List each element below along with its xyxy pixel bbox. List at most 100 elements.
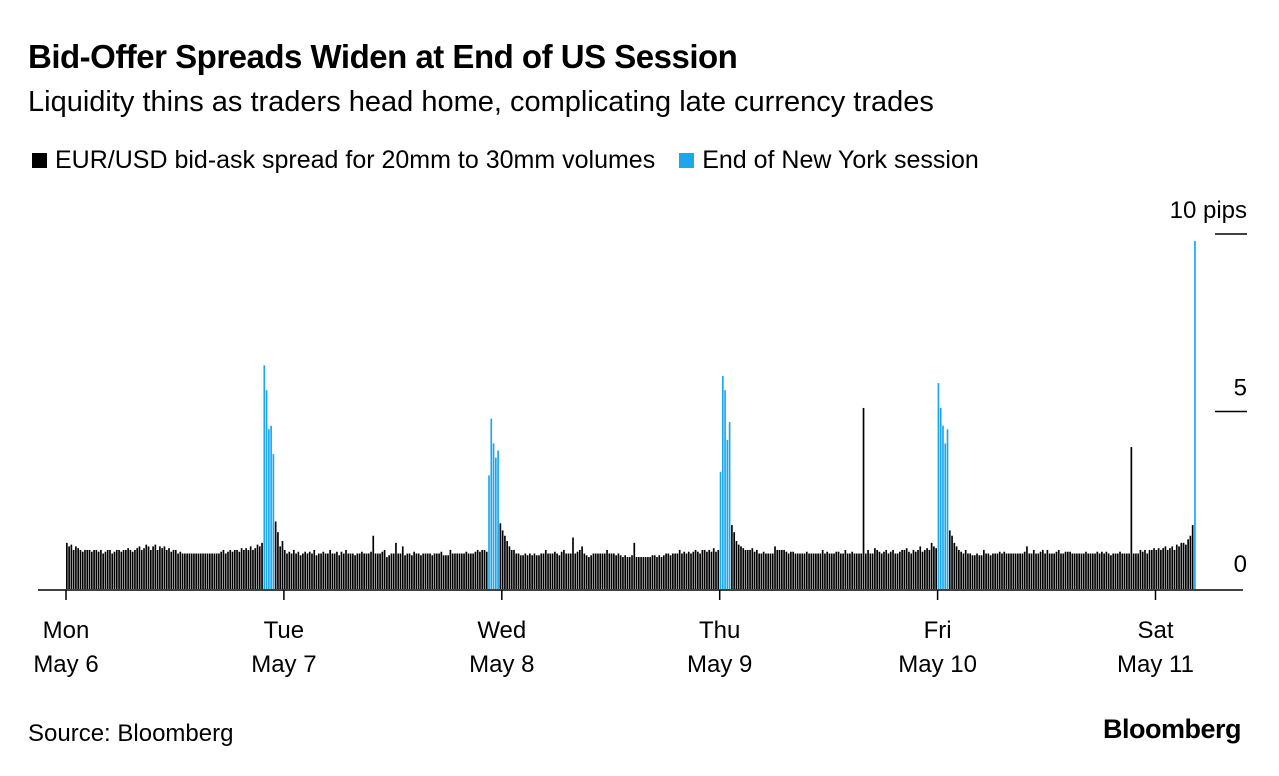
spread-bar xyxy=(363,553,366,589)
spread-bar xyxy=(229,549,232,589)
spread-bar xyxy=(1107,553,1110,589)
spread-bar xyxy=(1007,553,1010,589)
spread-bar xyxy=(460,553,463,589)
spread-bar xyxy=(785,551,788,589)
spread-bar xyxy=(708,549,711,589)
spread-bar xyxy=(603,553,606,589)
spread-bar xyxy=(1121,553,1124,589)
spread-bar xyxy=(204,553,207,589)
spread-bar xyxy=(1003,551,1006,589)
spread-bar xyxy=(1064,551,1067,589)
spread-bar xyxy=(840,553,842,589)
spread-bar xyxy=(1098,553,1101,589)
ny-session-bar xyxy=(946,429,949,589)
spread-bar xyxy=(1089,553,1092,589)
spread-bar xyxy=(626,557,629,589)
spread-bar xyxy=(445,555,447,589)
spread-bar xyxy=(1066,551,1069,589)
spread-bar xyxy=(576,551,579,589)
spread-bar xyxy=(1076,553,1078,589)
ny-session-bar xyxy=(721,376,724,589)
spread-bar xyxy=(1026,546,1028,589)
spread-bar xyxy=(1141,551,1144,589)
spread-bar xyxy=(794,553,797,589)
spread-bar xyxy=(1130,447,1133,589)
spread-bar xyxy=(669,555,672,589)
spread-bar xyxy=(805,551,808,589)
spread-bar xyxy=(1185,544,1187,590)
spread-bar xyxy=(338,555,341,589)
spread-bar xyxy=(833,553,835,589)
spread-bar xyxy=(624,555,627,589)
spread-bar xyxy=(687,551,690,589)
spread-bar xyxy=(170,551,173,589)
spread-bar xyxy=(122,549,125,589)
spread-bar xyxy=(125,549,127,589)
spread-bar xyxy=(608,553,611,589)
spread-bar xyxy=(842,553,844,589)
spread-bar xyxy=(93,549,95,589)
ny-session-bar xyxy=(944,443,947,589)
spread-bar xyxy=(635,557,638,589)
spread-bar xyxy=(644,557,647,589)
spread-bar xyxy=(1035,553,1037,589)
spread-bar xyxy=(878,551,881,589)
spread-bar xyxy=(535,555,538,589)
spread-bar xyxy=(712,548,715,589)
spread-bar xyxy=(828,553,831,589)
spread-bar xyxy=(765,553,767,589)
spread-bar xyxy=(751,548,754,589)
spread-bar xyxy=(154,544,157,590)
spread-bar xyxy=(292,549,295,589)
x-tick-label-day: Thu xyxy=(699,617,740,644)
spread-bar xyxy=(1023,551,1026,589)
spread-bar xyxy=(281,541,284,590)
spread-bar xyxy=(361,551,363,589)
spread-bar xyxy=(919,546,922,589)
spread-bar xyxy=(1021,553,1024,589)
spread-bar xyxy=(1150,549,1153,589)
spread-bar xyxy=(1046,549,1049,589)
spread-bar xyxy=(1191,525,1194,589)
spread-bar xyxy=(163,546,166,589)
spread-bar xyxy=(483,549,486,589)
spread-bar xyxy=(1096,551,1099,589)
spread-bar xyxy=(261,542,263,589)
spread-bar xyxy=(558,555,561,589)
spread-bar xyxy=(297,551,300,589)
ny-session-bar xyxy=(719,471,722,589)
spread-bar xyxy=(542,553,545,589)
spread-bar xyxy=(538,555,540,589)
spread-bar xyxy=(315,555,318,589)
spread-bar xyxy=(1082,553,1085,589)
spread-bar xyxy=(1001,553,1003,589)
spread-bar xyxy=(928,549,931,589)
spread-bar xyxy=(470,553,472,589)
spread-bar xyxy=(746,549,749,589)
spread-bar xyxy=(987,553,990,589)
spread-bar xyxy=(581,546,583,589)
spread-bar xyxy=(674,553,676,589)
spread-bar xyxy=(844,549,847,589)
spread-bar xyxy=(220,551,223,589)
spread-bar xyxy=(317,553,320,589)
spread-bar xyxy=(456,553,459,589)
spread-bar xyxy=(286,553,288,589)
spread-bar xyxy=(744,549,747,589)
spread-bar xyxy=(431,555,434,589)
spread-bar xyxy=(215,553,218,589)
ny-session-bar xyxy=(488,475,490,589)
spread-bar xyxy=(249,546,252,589)
spread-bar xyxy=(247,549,250,589)
spread-bar xyxy=(837,551,840,589)
spread-bar xyxy=(1087,553,1090,589)
bloomberg-logo: Bloomberg xyxy=(1102,714,1242,744)
spread-bar xyxy=(354,555,356,589)
spread-bar xyxy=(948,530,951,589)
legend-label-ny-session: End of New York session xyxy=(702,146,979,174)
spread-bar xyxy=(274,521,277,589)
spread-bar xyxy=(143,548,145,589)
spread-bar xyxy=(1157,548,1160,589)
spread-bar xyxy=(501,530,504,589)
spread-bar xyxy=(342,553,345,589)
